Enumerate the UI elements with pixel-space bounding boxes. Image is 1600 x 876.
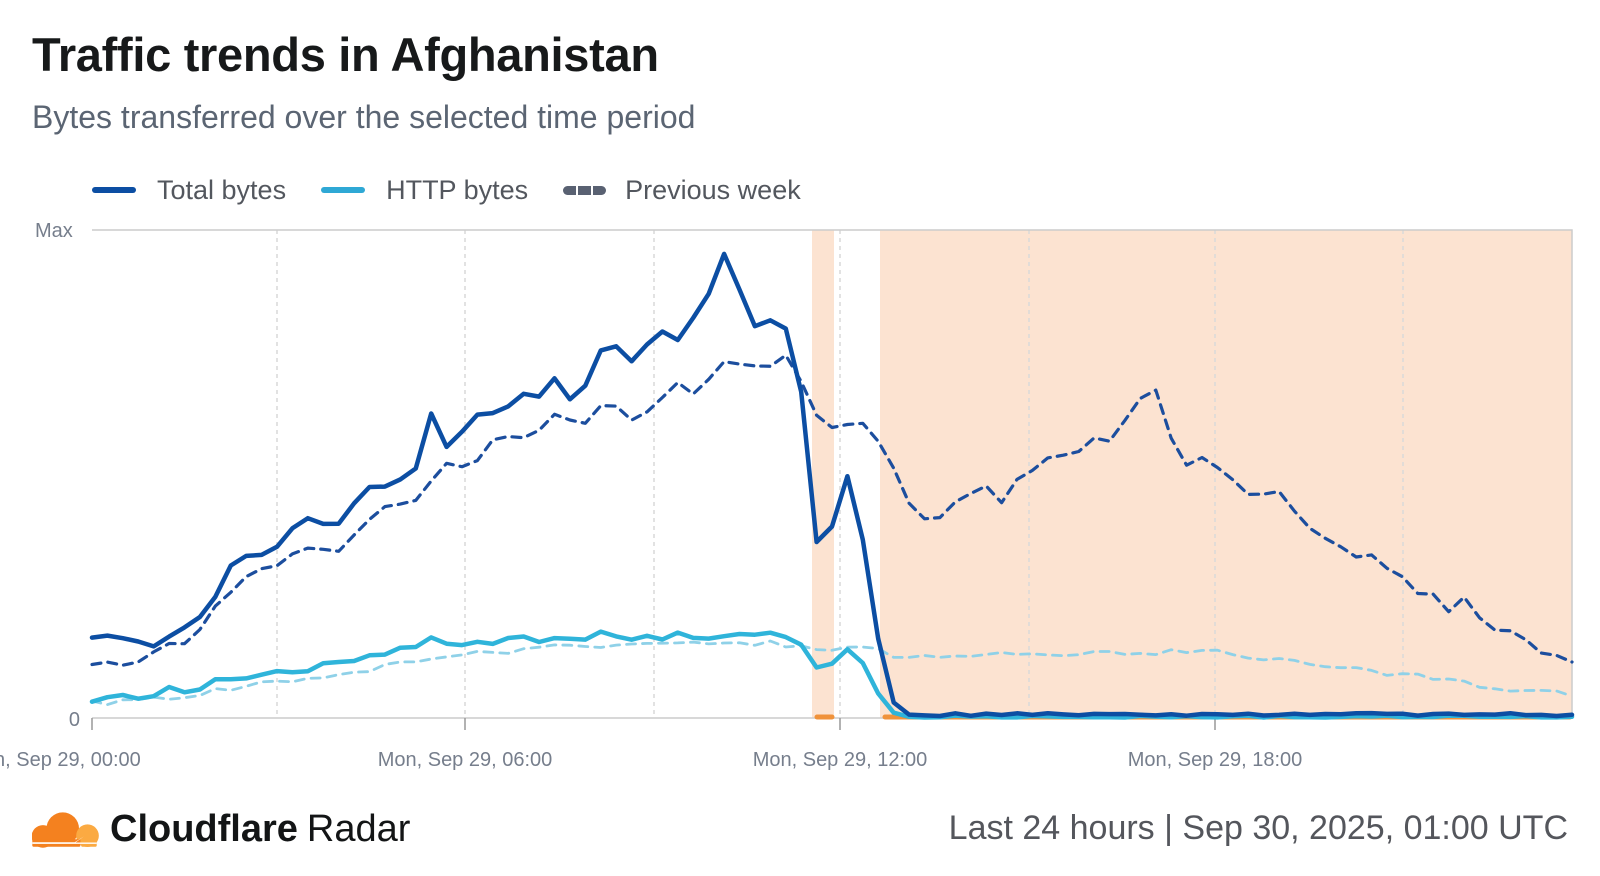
svg-text:Mon, Sep 29, 18:00: Mon, Sep 29, 18:00 [1128,749,1303,771]
svg-text:Max: Max [35,220,73,242]
svg-text:0: 0 [69,709,80,731]
svg-text:Mon, Sep 29, 06:00: Mon, Sep 29, 06:00 [378,749,553,771]
svg-text:n, Sep 29, 00:00: n, Sep 29, 00:00 [0,749,141,771]
svg-text:Mon, Sep 29, 12:00: Mon, Sep 29, 12:00 [753,749,928,771]
